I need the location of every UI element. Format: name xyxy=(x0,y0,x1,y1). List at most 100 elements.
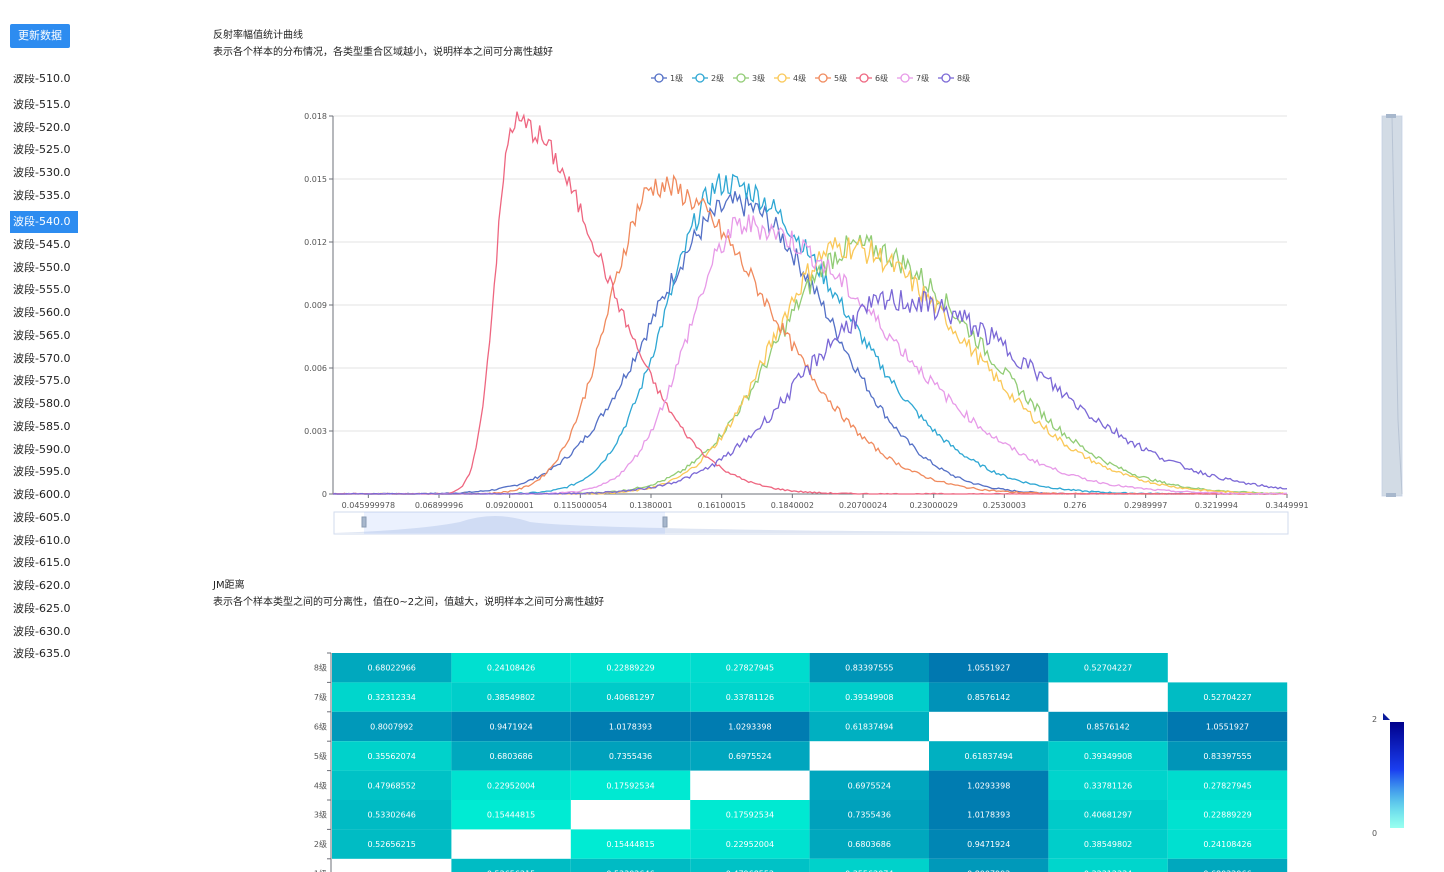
band-item[interactable]: 波段-620.0 xyxy=(13,579,71,592)
x-tick-label: 0.20700024 xyxy=(839,501,887,510)
heatmap-cell-rect xyxy=(929,770,1049,800)
heatmap-cell-value: 0.53302646 xyxy=(368,811,416,820)
band-item[interactable]: 波段-555.0 xyxy=(13,283,71,297)
heatmap-cell-value: 1.0293398 xyxy=(728,723,771,732)
heatmap-cell-value: 0.83397555 xyxy=(845,664,893,673)
legend-marker xyxy=(654,73,664,83)
heatmap-cell-rect xyxy=(570,770,691,800)
band-item[interactable]: 波段-575.0 xyxy=(13,374,71,388)
legend-label: 4级 xyxy=(793,73,806,83)
heatmap-cell-value: 0.22952004 xyxy=(726,840,774,849)
heatmap-cell-value: 0.22889229 xyxy=(606,664,654,673)
heatmap-cell: 0.38549802 xyxy=(451,682,571,712)
heatmap-cell: 0.27827945 xyxy=(1167,770,1288,800)
update-data-button[interactable]: 更新数据 xyxy=(10,24,70,48)
heatmap-cell-rect xyxy=(1167,682,1288,712)
band-item[interactable]: 波段-535.0 xyxy=(13,188,71,202)
legend-marker xyxy=(818,73,828,83)
heatmap-cell-value: 0.17592534 xyxy=(606,781,654,790)
vertical-handle-bottom xyxy=(1386,493,1396,497)
band-item[interactable]: 波段-605.0 xyxy=(13,510,71,524)
band-item[interactable]: 波段-590.0 xyxy=(13,442,71,456)
band-item[interactable]: 波段-630.0 xyxy=(13,624,71,638)
heatmap-cell-value: 1.0293398 xyxy=(967,781,1010,790)
visual-map-bar xyxy=(1390,722,1404,828)
heatmap-cell-value: 0.68022966 xyxy=(368,664,416,673)
heatmap-cell: 0.68022966 xyxy=(1167,858,1288,872)
zoom-slider-selection xyxy=(364,512,665,534)
heatmap-cell-rect xyxy=(1167,858,1288,872)
heatmap-cell: 0.7355436 xyxy=(570,741,691,771)
heatmap-cell-value: 0.9471924 xyxy=(967,840,1010,849)
heatmap-cell-rect xyxy=(809,770,929,800)
heatmap-cell-value: 0.33781126 xyxy=(1084,781,1132,790)
heatmap-cell-value: 0.52656215 xyxy=(368,840,416,849)
legend-item-4: 4级 xyxy=(774,73,806,83)
series-line-6 xyxy=(332,111,1288,495)
band-list: 波段-510.0 波段-515.0 波段-520.0 波段-525.0 波段-530.… xyxy=(0,74,90,664)
band-item[interactable]: 波段-565.0 xyxy=(13,328,71,342)
band-item[interactable]: 波段-530.0 xyxy=(13,166,71,180)
x-tick-label: 0.045999978 xyxy=(342,501,395,510)
heatmap-cell-rect xyxy=(1167,770,1288,800)
heatmap-cell-rect xyxy=(690,682,810,712)
band-item[interactable]: 波段-615.0 xyxy=(13,556,71,570)
band-item[interactable]: 波段-550.0 xyxy=(13,260,71,274)
heatmap-cell-rect xyxy=(451,858,571,872)
band-item[interactable]: 波段-545.0 xyxy=(13,237,71,251)
band-item-partial[interactable]: 波段-510.0 xyxy=(13,74,71,85)
heatmap-cell: 0.8007992 xyxy=(929,858,1049,872)
heatmap-cell-rect xyxy=(570,741,691,771)
heatmap-row-label: 6级 xyxy=(314,722,327,732)
jm-title: JM距离 xyxy=(213,580,245,591)
heatmap-cell: 1.0178393 xyxy=(929,800,1049,830)
band-item[interactable]: 波段-635.0 xyxy=(13,647,71,661)
heatmap-cell: 0.22952004 xyxy=(451,770,571,800)
heatmap-cell-rect xyxy=(570,858,691,872)
x-tick-label: 0.16100015 xyxy=(697,501,745,510)
heatmap-cell: 0.9471924 xyxy=(929,829,1049,859)
heatmap-cell-value: 0.47968552 xyxy=(726,870,774,872)
band-item[interactable]: 波段-610.0 xyxy=(13,533,71,547)
heatmap-cell: 0.53302646 xyxy=(570,858,691,872)
heatmap-cell: 0.27827945 xyxy=(690,653,810,683)
heatmap-cell-rect xyxy=(451,800,571,830)
heatmap-cell-value: 0.6975524 xyxy=(728,752,771,761)
legend-label: 6级 xyxy=(875,73,888,83)
band-item[interactable]: 波段-515.0 xyxy=(13,98,71,111)
heatmap-cell-rect xyxy=(690,653,810,683)
heatmap-cell: 0.83397555 xyxy=(1167,741,1288,771)
heatmap-cell-rect xyxy=(809,653,929,683)
band-item[interactable]: 波段-540.0 xyxy=(10,211,78,233)
heatmap-cell: 1.0178393 xyxy=(570,711,691,742)
band-item[interactable]: 波段-625.0 xyxy=(13,601,71,615)
y-tick-label: 0.012 xyxy=(304,238,327,247)
band-item[interactable]: 波段-560.0 xyxy=(13,306,71,319)
vertical-slider-selection xyxy=(1382,116,1402,496)
heatmap-cell: 0.22889229 xyxy=(570,653,691,683)
legend-label: 1级 xyxy=(670,73,683,83)
heatmap-cell: 0.52656215 xyxy=(451,858,571,872)
heatmap-cell: 0.15444815 xyxy=(451,800,571,830)
heatmap-cell-rect xyxy=(809,682,929,712)
legend-item-3: 3级 xyxy=(733,73,765,83)
band-item[interactable]: 波段-595.0 xyxy=(13,465,71,479)
x-tick-label: 0.276 xyxy=(1064,501,1087,510)
band-item[interactable]: 波段-570.0 xyxy=(13,351,71,365)
band-item[interactable]: 波段-600.0 xyxy=(13,488,71,501)
heatmap-cell: 0.52656215 xyxy=(332,829,452,859)
band-item[interactable]: 波段-520.0 xyxy=(13,120,71,134)
band-item[interactable]: 波段-525.0 xyxy=(13,143,71,157)
band-item[interactable]: 波段-580.0 xyxy=(13,397,71,410)
heatmap-cell: 0.39349908 xyxy=(809,682,929,712)
band-item[interactable]: 波段-585.0 xyxy=(13,419,71,433)
x-tick-label: 0.2530003 xyxy=(983,501,1026,510)
heatmap-cell: 0.61837494 xyxy=(929,741,1049,771)
heatmap-cell: 0.6803686 xyxy=(809,829,929,859)
series-line-8 xyxy=(332,289,1288,495)
heatmap-cell-rect xyxy=(332,770,452,800)
heatmap-row-label: 7级 xyxy=(314,692,327,702)
legend-item-5: 5级 xyxy=(815,73,847,83)
x-tick-label: 0.2989997 xyxy=(1124,501,1167,510)
series-line-3 xyxy=(333,233,1288,495)
